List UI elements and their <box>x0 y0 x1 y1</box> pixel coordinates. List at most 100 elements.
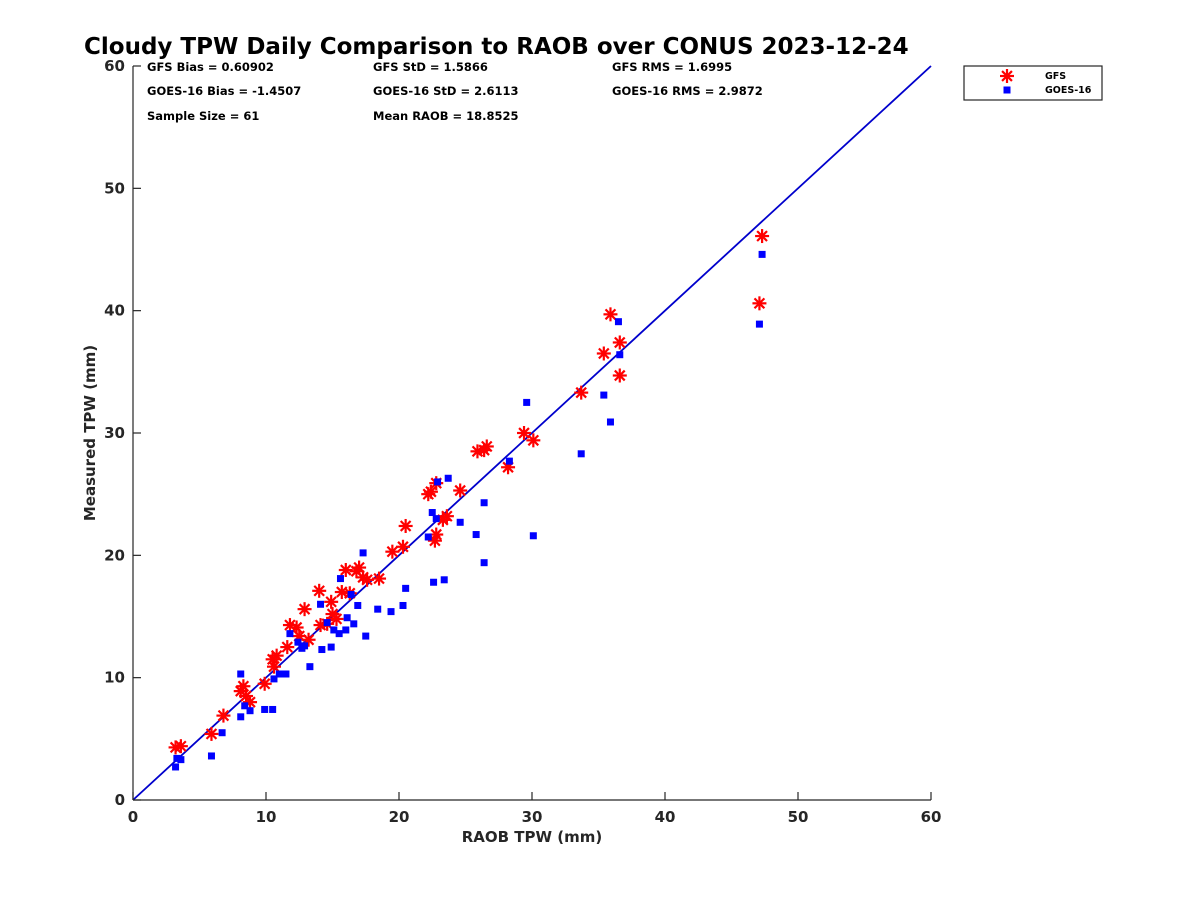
gfs-point <box>204 726 219 741</box>
goes-16-point <box>342 626 350 634</box>
gfs-point <box>612 368 627 383</box>
goes-16-point <box>336 575 344 583</box>
gfs-point <box>395 539 410 554</box>
gfs-point <box>280 640 295 655</box>
stat-text: GOES-16 StD = 2.6113 <box>373 84 518 98</box>
goes-16-point <box>600 391 608 399</box>
axes: 0 10 20 30 40 50 60 0 10 20 30 40 50 60 <box>104 57 941 826</box>
goes-16-point <box>362 632 370 640</box>
goes-16-point <box>306 663 314 671</box>
goes-16-point <box>172 763 180 771</box>
gfs-point <box>517 426 532 440</box>
x-tick-label: 50 <box>788 808 809 826</box>
stat-text: GOES-16 Bias = -1.4507 <box>147 84 301 98</box>
goes-16-point <box>456 518 464 526</box>
goes-16-point <box>606 418 614 426</box>
stat-text: Mean RAOB = 18.8525 <box>373 109 519 123</box>
goes-16-point <box>269 705 277 713</box>
goes-16-point <box>399 601 407 609</box>
goes-16-point <box>294 638 302 646</box>
stats-block: GFS Bias = 0.60902 GFS StD = 1.5866 GFS RM… <box>147 60 763 123</box>
goes-16-point <box>275 670 283 678</box>
gfs-point <box>257 676 272 691</box>
goes-16-point <box>330 626 338 634</box>
y-tick-label: 10 <box>104 669 125 687</box>
legend-gfs-marker <box>1000 69 1014 83</box>
goes-16-point <box>480 499 488 507</box>
goes-16-point <box>270 675 278 683</box>
legend: GFS GOES-16 <box>963 65 1103 101</box>
goes-16-point <box>480 559 488 567</box>
goes-16-point <box>359 549 367 557</box>
gfs-point <box>243 695 258 710</box>
gfs-point <box>297 602 312 617</box>
goes-16-point <box>335 630 343 638</box>
y-tick-label: 60 <box>104 57 125 75</box>
y-tick-label: 20 <box>104 546 125 564</box>
gfs-point <box>269 648 284 663</box>
stat-text: Sample Size = 61 <box>147 109 259 123</box>
goes-16-point <box>261 705 269 713</box>
goes-16-point <box>207 752 215 760</box>
goes-16-point <box>327 643 335 651</box>
gfs-point <box>216 708 231 723</box>
goes-16-point <box>430 578 438 586</box>
goes-16-point <box>343 614 351 622</box>
gfs-point <box>236 679 251 694</box>
gfs-point <box>338 563 353 578</box>
gfs-point <box>312 583 327 598</box>
legend-gfs-label: GFS <box>1045 71 1066 82</box>
goes-16-point <box>434 478 442 486</box>
legend-goes-16-marker <box>1003 86 1011 94</box>
y-tick-label: 50 <box>104 179 125 197</box>
goes-16-point <box>577 450 585 458</box>
gfs-point <box>612 335 627 350</box>
y-tick-label: 0 <box>115 791 125 809</box>
goes-16-point <box>173 754 181 762</box>
goes-16-point <box>237 713 245 721</box>
stat-text: GFS RMS = 1.6995 <box>612 60 732 74</box>
gfs-point <box>439 509 454 524</box>
gfs-point <box>596 346 611 361</box>
goes-16-point <box>347 590 355 598</box>
goes-16-point <box>428 509 436 517</box>
plot-area: 0 10 20 30 40 50 60 0 10 20 30 40 50 60 <box>104 57 941 826</box>
gfs-point <box>372 571 387 586</box>
x-tick-label: 20 <box>389 808 410 826</box>
goes-16-point <box>505 457 513 465</box>
gfs-point <box>755 229 770 244</box>
y-tick-label: 40 <box>104 302 125 320</box>
stat-text: GOES-16 RMS = 2.9872 <box>612 84 763 98</box>
x-tick-label: 40 <box>655 808 676 826</box>
goes-16-point <box>301 642 309 650</box>
gfs-point <box>173 739 188 754</box>
goes-16-point <box>317 600 325 608</box>
gfs-series <box>168 229 770 755</box>
goes-16-point <box>432 515 440 523</box>
legend-goes-16-label: GOES-16 <box>1045 85 1092 96</box>
goes-16-point <box>354 601 362 609</box>
x-tick-label: 60 <box>921 808 942 826</box>
goes-16-point <box>241 702 249 710</box>
goes-16-point <box>472 531 480 539</box>
x-tick-label: 0 <box>128 808 138 826</box>
goes-16-point <box>444 474 452 482</box>
legend-box <box>963 65 1103 101</box>
goes-16-point <box>529 532 537 540</box>
gfs-point <box>453 483 468 498</box>
goes-16-point <box>350 620 358 628</box>
gfs-point <box>526 433 541 448</box>
y-tick-label: 30 <box>104 424 125 442</box>
goes-16-point <box>758 250 766 258</box>
stat-text: GFS StD = 1.5866 <box>373 60 488 74</box>
goes-16-point <box>616 351 624 359</box>
goes-16-point <box>218 729 226 737</box>
gfs-point <box>266 659 281 674</box>
gfs-point <box>329 611 344 626</box>
goes-16-point <box>755 320 763 328</box>
one-to-one-line <box>132 65 932 801</box>
goes-16-point <box>374 605 382 613</box>
goes-16-point <box>424 533 432 541</box>
gfs-point <box>574 385 589 400</box>
